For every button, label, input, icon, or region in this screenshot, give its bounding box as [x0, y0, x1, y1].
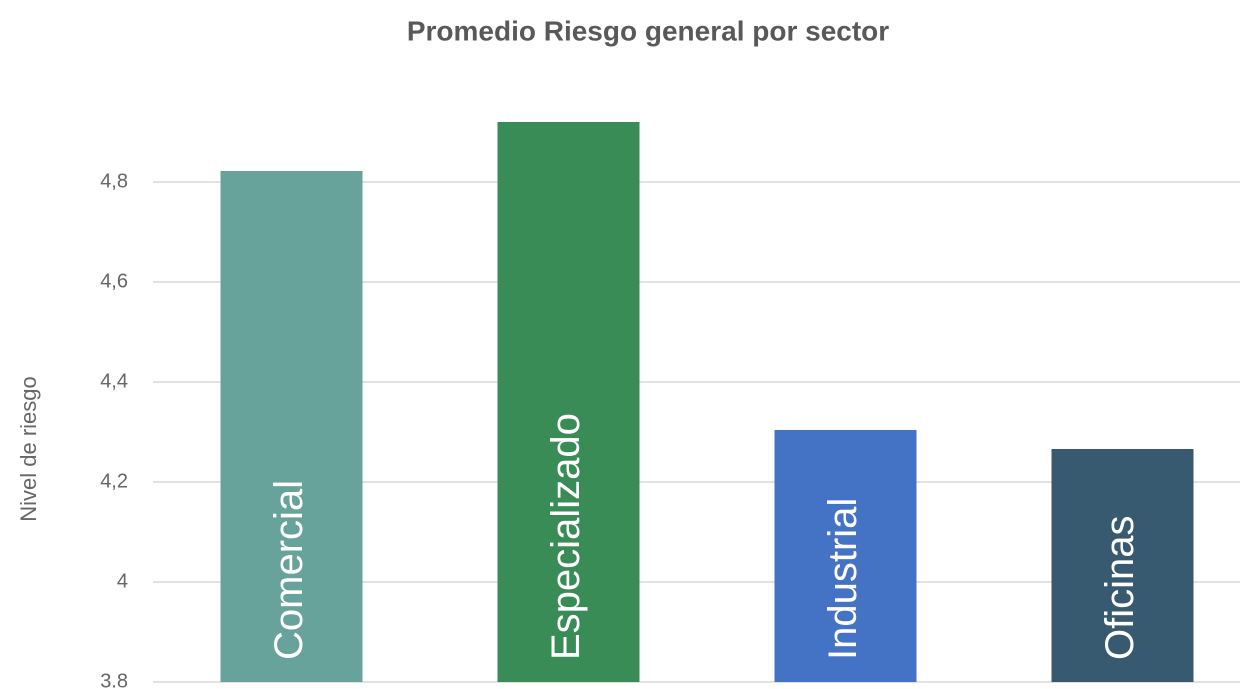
y-tick-label: 4 — [117, 570, 128, 592]
bar — [1051, 449, 1194, 682]
bar — [774, 430, 917, 682]
y-tick-label: 4,8 — [100, 170, 128, 192]
bar — [220, 171, 363, 682]
bar-label: Industrial — [821, 498, 865, 660]
bar-label: Oficinas — [1098, 516, 1142, 661]
y-tick-label: 4,2 — [100, 470, 128, 492]
bar-label: Especializado — [544, 413, 588, 660]
y-tick-label: 3.8 — [100, 670, 128, 689]
y-tick-label: 4,4 — [100, 370, 128, 392]
bar — [497, 122, 640, 682]
bar-label: Comercial — [267, 480, 311, 660]
chart-title: Promedio Riesgo general por sector — [407, 15, 889, 46]
y-tick-label: 4,6 — [100, 270, 128, 292]
y-axis-label: Nivel de riesgo — [16, 376, 41, 522]
